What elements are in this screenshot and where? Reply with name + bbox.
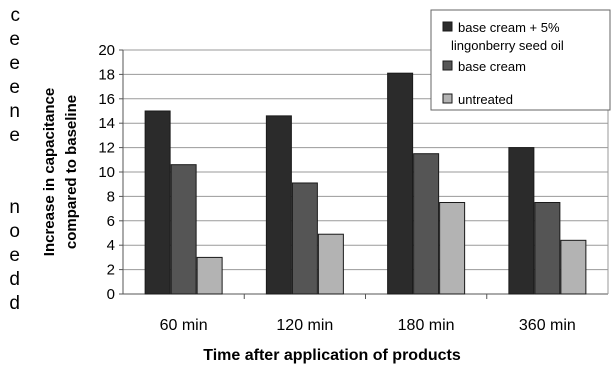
cropped-text-fragment: d <box>9 269 20 290</box>
cropped-text-fragment: e <box>9 29 20 50</box>
cropped-text-fragment: e <box>9 125 20 146</box>
bar <box>560 239 587 295</box>
bar <box>317 233 344 295</box>
y-axis-title-line-1: Increase in capacitance <box>41 88 58 256</box>
y-tick-label: 10 <box>98 164 115 181</box>
cropped-text-fragment: e <box>9 53 20 74</box>
cropped-text-fragment: d <box>9 293 20 314</box>
bar <box>413 153 440 295</box>
y-tick-label: 0 <box>107 286 115 303</box>
x-tick-label: 120 min <box>276 317 333 334</box>
legend-label: untreated <box>458 92 513 107</box>
cropped-text-fragment: o <box>9 221 20 242</box>
legend-swatch <box>442 21 453 32</box>
y-tick-label: 8 <box>107 188 115 205</box>
y-tick-label: 20 <box>98 42 115 59</box>
cropped-text-fragment: c <box>10 5 21 26</box>
bar <box>508 147 535 295</box>
y-tick-label: 12 <box>98 140 115 157</box>
y-tick-label: 14 <box>98 115 115 132</box>
legend-label: base cream <box>458 59 526 74</box>
legend-label: lingonberry seed oil <box>451 38 564 53</box>
cropped-text-fragment: n <box>9 101 20 122</box>
y-tick-label: 4 <box>107 237 115 254</box>
bar <box>534 202 561 295</box>
bar <box>144 110 171 295</box>
legend-label: base cream + 5% <box>458 20 560 35</box>
bar <box>387 72 414 295</box>
bar <box>439 202 466 295</box>
bar <box>291 182 318 295</box>
y-tick-label: 6 <box>107 213 115 230</box>
bar <box>196 256 223 295</box>
cropped-text-fragment: e <box>9 77 20 98</box>
x-axis-title: Time after application of products <box>203 347 461 364</box>
cropped-text-fragment: n <box>9 197 20 218</box>
x-tick-label: 60 min <box>160 317 208 334</box>
legend-swatch <box>442 93 453 104</box>
y-tick-label: 2 <box>107 262 115 279</box>
x-tick-label: 360 min <box>519 317 576 334</box>
bar <box>170 164 197 295</box>
x-tick-label: 180 min <box>398 317 455 334</box>
legend-box <box>430 9 611 111</box>
y-tick-label: 16 <box>98 91 115 108</box>
y-axis-title-line-2: compared to baseline <box>63 95 80 249</box>
chart-svg: 0 2 4 6 8 10 12 14 16 18 20 60 min 120 min 180 min 360… <box>41 9 611 364</box>
legend-swatch <box>442 60 453 71</box>
bar-chart: 0 2 4 6 8 10 12 14 16 18 20 60 min 120 min 180 min 360… <box>22 0 611 365</box>
cropped-text-fragment: e <box>9 245 20 266</box>
y-tick-label: 18 <box>98 66 115 83</box>
bar <box>265 115 292 295</box>
